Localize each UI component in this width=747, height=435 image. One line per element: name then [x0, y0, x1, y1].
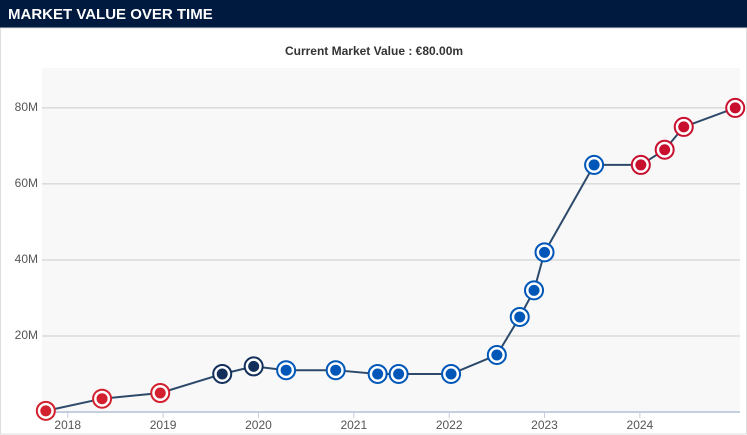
- x-tick-label: 2021: [340, 418, 367, 432]
- marker-core: [635, 159, 647, 171]
- x-tick-label: 2023: [531, 418, 558, 432]
- marker-core: [248, 360, 260, 372]
- marker-core: [528, 284, 540, 296]
- marker-core: [280, 364, 292, 376]
- chart-subtitle: Current Market Value : €80.00m: [285, 44, 463, 58]
- marker-core: [678, 121, 690, 133]
- marker-core: [96, 393, 108, 405]
- chart-title: MARKET VALUE OVER TIME: [8, 6, 213, 23]
- marker-core: [659, 144, 671, 156]
- y-tick-label: 80M: [15, 100, 38, 114]
- marker-core: [588, 159, 600, 171]
- marker-core: [216, 368, 228, 380]
- marker-core: [154, 387, 166, 399]
- x-tick-label: 2022: [436, 418, 463, 432]
- header-bar: [0, 0, 747, 28]
- plot-area: [42, 68, 740, 412]
- marker-core: [539, 246, 551, 258]
- marker-core: [491, 349, 503, 361]
- marker-core: [514, 311, 526, 323]
- marker-core: [393, 368, 405, 380]
- y-tick-label: 60M: [15, 176, 38, 190]
- marker-core: [330, 364, 342, 376]
- x-tick-label: 2018: [54, 418, 81, 432]
- y-tick-label: 40M: [15, 252, 38, 266]
- x-tick-label: 2020: [245, 418, 272, 432]
- marker-core: [729, 102, 741, 114]
- marker-core: [40, 405, 52, 417]
- marker-core: [445, 368, 457, 380]
- marker-core: [372, 368, 384, 380]
- x-tick-label: 2024: [627, 418, 654, 432]
- x-tick-label: 2019: [150, 418, 177, 432]
- y-tick-label: 20M: [15, 328, 38, 342]
